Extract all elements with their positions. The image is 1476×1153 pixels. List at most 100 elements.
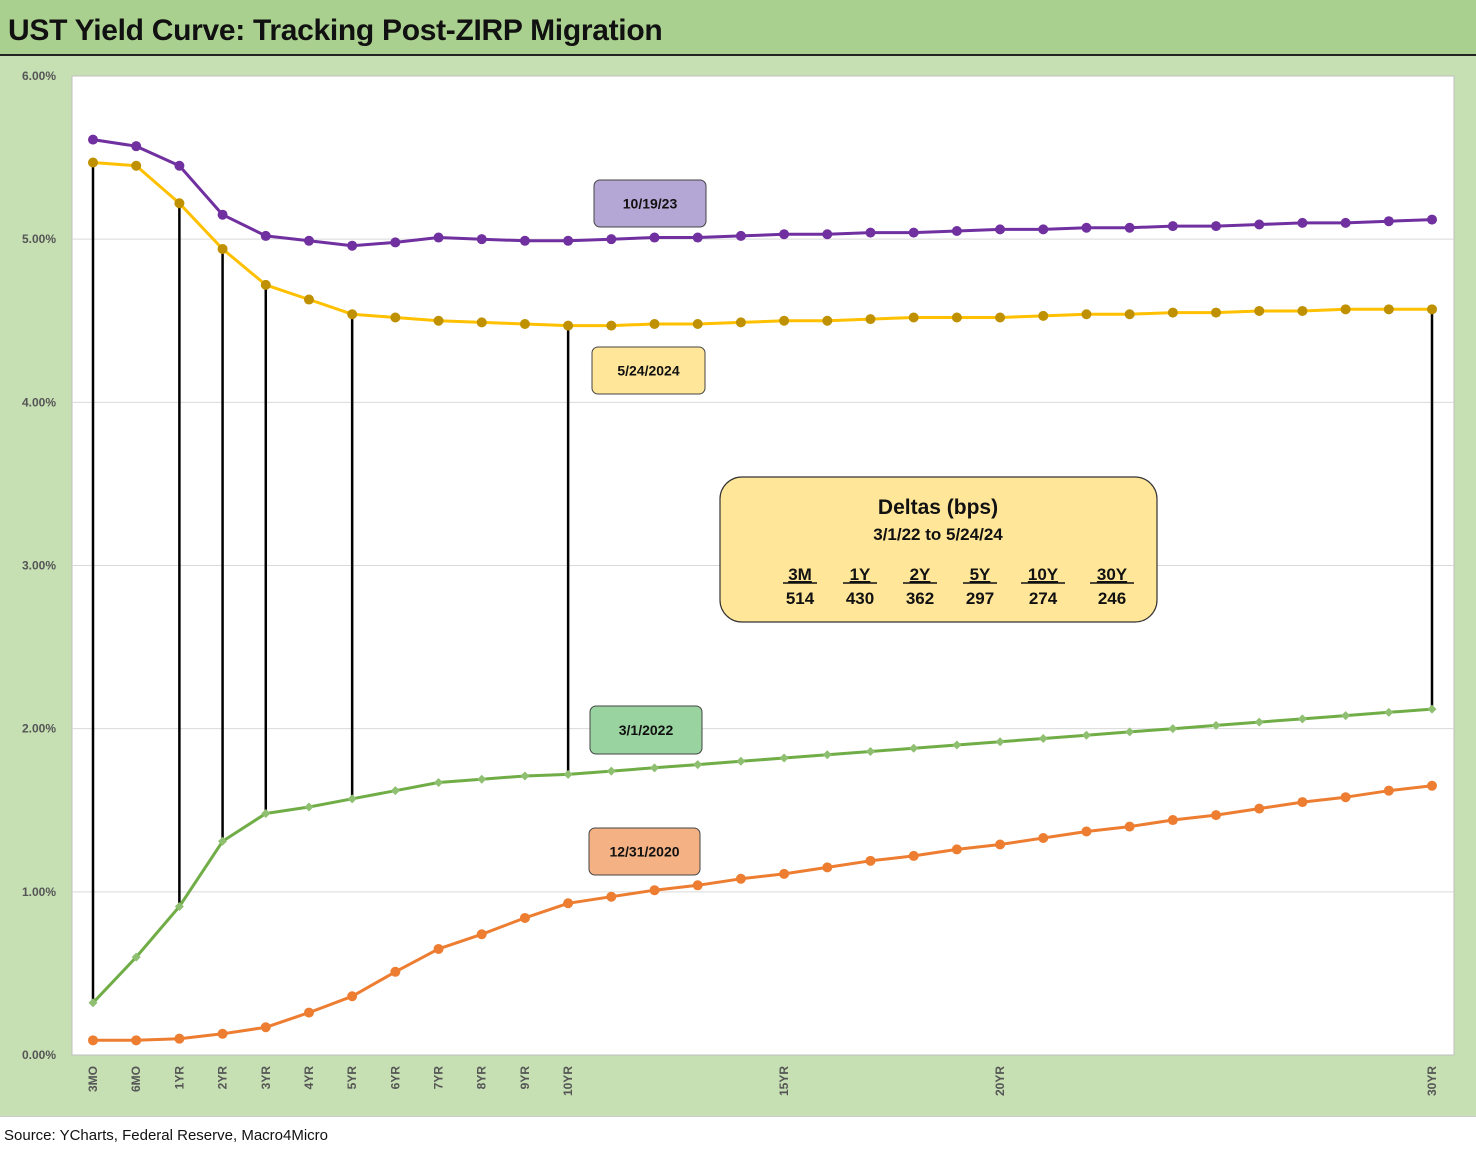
data-point <box>995 224 1006 235</box>
series-label-text: 10/19/23 <box>623 196 678 212</box>
data-point <box>1124 222 1135 233</box>
data-point <box>1211 221 1222 232</box>
y-tick-label: 6.00% <box>22 69 56 83</box>
series-label-text: 5/24/2024 <box>617 363 679 379</box>
deltas-header: 2Y <box>910 565 931 584</box>
series-0 <box>88 134 1437 251</box>
title-bar: UST Yield Curve: Tracking Post-ZIRP Migr… <box>0 0 1476 56</box>
data-point <box>1168 724 1178 734</box>
x-tick-label: 3YR <box>259 1066 273 1090</box>
data-point <box>174 160 185 171</box>
data-point <box>822 229 833 240</box>
data-point <box>606 766 616 776</box>
data-point <box>563 898 574 909</box>
data-point <box>1081 730 1091 740</box>
series-line <box>92 138 1433 248</box>
data-point <box>995 737 1005 747</box>
data-point <box>606 234 617 245</box>
x-tick-label: 10YR <box>561 1066 575 1096</box>
series-label-callout: 12/31/2020 <box>588 827 701 876</box>
data-point <box>1383 785 1394 796</box>
data-point <box>909 743 919 753</box>
series-3 <box>88 780 1437 1046</box>
data-point <box>779 753 789 763</box>
data-point <box>433 315 444 326</box>
y-tick-label: 5.00% <box>22 232 56 246</box>
data-point <box>1254 305 1265 316</box>
data-point <box>1340 217 1351 228</box>
deltas-table: 3M 1Y 2Y 5Y 10Y 30Y 514 430 362 297 274 246 <box>783 565 1134 608</box>
data-point <box>1167 221 1178 232</box>
data-point <box>1383 304 1394 315</box>
x-tick-label: 3MO <box>86 1066 100 1092</box>
data-point <box>390 786 400 796</box>
data-point <box>88 157 98 168</box>
data-point <box>1211 720 1221 730</box>
data-point <box>692 232 703 243</box>
series-1 <box>88 157 1437 331</box>
data-point <box>908 850 919 861</box>
data-point <box>1427 304 1437 315</box>
deltas-value: 297 <box>966 589 994 608</box>
series-line <box>91 707 1433 1004</box>
data-point <box>649 885 660 896</box>
data-point <box>347 309 358 320</box>
deltas-value: 274 <box>1029 589 1058 608</box>
deltas-box-title: Deltas (bps) <box>878 496 998 519</box>
x-tick-label: 20YR <box>993 1066 1007 1096</box>
data-point <box>260 1022 271 1033</box>
data-point <box>1340 304 1351 315</box>
data-point <box>779 868 790 879</box>
series-labels: 10/19/23 5/24/2024 3/1/2022 12/31/2020 <box>588 179 707 876</box>
data-point <box>1038 733 1048 743</box>
data-point <box>779 315 790 326</box>
data-point <box>1038 224 1049 235</box>
data-point <box>1427 704 1437 714</box>
series-label-box <box>593 179 707 228</box>
y-tick-label: 1.00% <box>22 885 56 899</box>
data-point <box>995 312 1006 323</box>
data-point <box>217 243 228 254</box>
data-point <box>1254 717 1264 727</box>
data-point <box>1081 222 1092 233</box>
data-point <box>131 141 142 152</box>
data-point <box>693 760 703 770</box>
x-axis-ticks: 3MO 6MO 1YR 2YR 3YR 4YR 5YR 6YR 7YR 8YR 9YR 10YR 15Y… <box>86 1066 1439 1096</box>
x-tick-label: 4YR <box>302 1066 316 1090</box>
data-point <box>1125 727 1135 737</box>
data-point <box>174 1033 185 1044</box>
data-point <box>951 312 962 323</box>
data-point <box>88 134 98 145</box>
series-line <box>92 161 1432 328</box>
data-point <box>952 740 962 750</box>
data-point <box>563 320 574 331</box>
data-point <box>303 235 314 246</box>
deltas-header: 10Y <box>1028 565 1059 584</box>
x-tick-label: 7YR <box>432 1066 446 1090</box>
data-point <box>1297 217 1308 228</box>
data-point <box>650 763 660 773</box>
data-point <box>303 294 314 305</box>
data-point <box>865 227 876 238</box>
data-point <box>908 312 919 323</box>
data-point <box>347 240 358 251</box>
data-point <box>822 315 833 326</box>
deltas-value: 430 <box>846 589 874 608</box>
data-point <box>1427 214 1437 225</box>
series-label-box <box>591 346 706 395</box>
data-point <box>519 235 530 246</box>
y-axis-ticks: 0.00% 1.00% 2.00% 3.00% 4.00% 5.00% 6.00% <box>22 69 56 1062</box>
x-tick-label: 9YR <box>518 1066 532 1090</box>
data-point <box>1124 309 1135 320</box>
x-tick-label: 30YR <box>1425 1066 1439 1096</box>
data-point <box>606 320 617 331</box>
drop-lines <box>91 162 1434 1003</box>
data-point <box>519 319 530 330</box>
data-point <box>477 774 487 784</box>
data-point <box>736 756 746 766</box>
data-point <box>433 943 444 954</box>
deltas-value: 362 <box>906 589 934 608</box>
data-point <box>1254 803 1265 814</box>
deltas-header: 3M <box>788 565 812 584</box>
deltas-box: Deltas (bps) 3/1/22 to 5/24/24 3M 1Y 2Y 5Y 1… <box>719 476 1158 623</box>
